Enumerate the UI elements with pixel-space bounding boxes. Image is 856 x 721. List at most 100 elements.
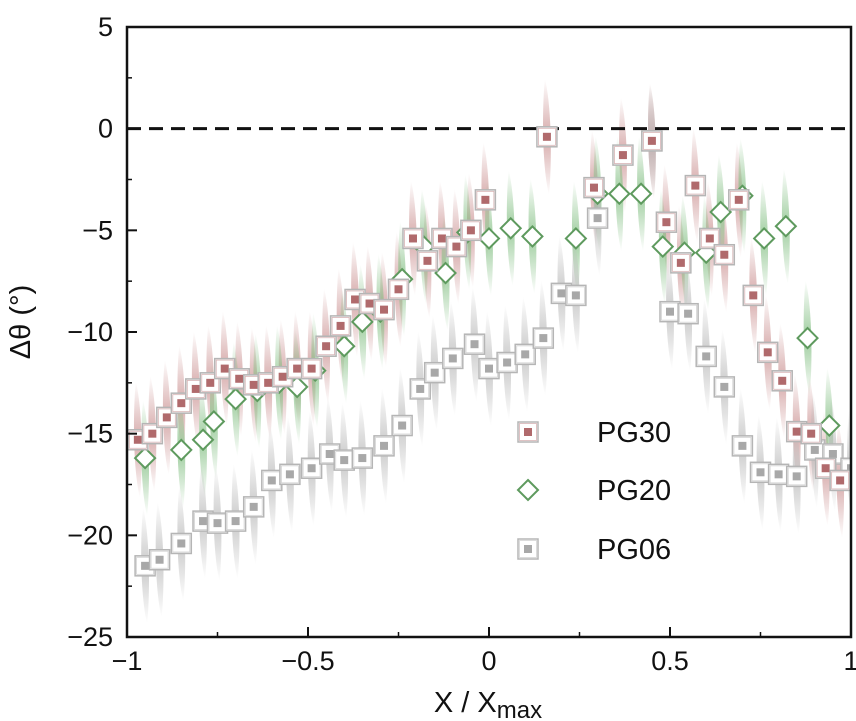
point-pg06: [300, 457, 323, 479]
legend-marker-pg30: [517, 421, 539, 443]
point-pg20: [651, 235, 675, 259]
point-pg30: [416, 250, 439, 272]
point-pg06: [713, 376, 736, 398]
point-pg30: [583, 176, 605, 199]
point-pg06: [695, 345, 717, 368]
point-pg20: [564, 227, 588, 250]
point-pg20: [191, 428, 215, 452]
point-pg06: [514, 343, 536, 366]
point-pg30: [684, 174, 707, 197]
point-pg30: [670, 252, 692, 274]
point-pg30: [141, 422, 164, 445]
legend-label-pg20: PG20: [597, 475, 671, 507]
point-pg06: [731, 435, 754, 457]
point-pg06: [423, 361, 446, 384]
y-axis-title: Δθ (°): [5, 285, 37, 359]
point-pg30: [771, 370, 793, 392]
point-pg30: [829, 469, 851, 492]
point-pg20: [774, 214, 798, 238]
point-pg30: [460, 219, 482, 242]
x-axis-title-subscript: max: [497, 697, 542, 721]
point-pg30: [402, 227, 424, 250]
point-pg20: [224, 387, 248, 411]
error-bands: [133, 78, 851, 624]
y-tick-label: −5: [82, 215, 113, 245]
y-tick-label: −15: [67, 419, 113, 449]
point-pg30: [329, 315, 352, 337]
point-pg06: [565, 284, 587, 307]
point-pg06: [373, 435, 395, 457]
x-tick-label: 1: [843, 646, 856, 676]
point-pg06: [586, 207, 609, 229]
y-tick-label: 0: [98, 114, 113, 144]
point-pg30: [536, 126, 558, 148]
point-pg06: [532, 327, 555, 349]
y-tick-label: −10: [67, 317, 113, 347]
point-pg06: [496, 351, 518, 374]
point-pg06: [391, 414, 413, 437]
point-pg30: [612, 144, 634, 166]
legend-label-pg06: PG06: [597, 534, 671, 566]
point-pg06: [170, 532, 193, 555]
y-tick-label: 5: [98, 12, 113, 42]
point-pg20: [752, 227, 776, 250]
point-pg20: [434, 261, 457, 285]
point-pg30: [474, 189, 497, 211]
x-tick-label: 0.5: [651, 646, 689, 676]
legend-marker-pg20: [516, 478, 540, 502]
point-pg06: [261, 469, 283, 492]
point-pg20: [202, 410, 226, 433]
point-pg06: [749, 461, 772, 484]
point-pg20: [817, 414, 841, 437]
point-pg20: [477, 227, 501, 250]
point-pg06: [224, 510, 247, 532]
point-pg06: [767, 463, 790, 486]
point-pg30: [641, 130, 663, 152]
point-pg06: [206, 512, 229, 534]
point-pg30: [800, 422, 822, 445]
legend-marker-pg06: [517, 538, 539, 560]
legend: PG30 PG20 PG06: [516, 417, 671, 566]
point-pg20: [607, 182, 631, 206]
point-pg30: [655, 211, 678, 233]
x-axis-title: X / Xmax: [434, 687, 542, 721]
point-pg06: [442, 347, 464, 370]
y-tick-label: −25: [67, 622, 113, 652]
x-tick-label: −1: [112, 646, 143, 676]
point-pg06: [409, 378, 431, 400]
point-pg30: [445, 235, 468, 258]
point-pg30: [756, 341, 779, 364]
point-pg06: [677, 302, 699, 325]
x-tick-label: 0: [481, 646, 496, 676]
point-pg20: [169, 438, 193, 462]
point-pg20: [332, 334, 356, 358]
point-pg30: [699, 227, 721, 250]
point-pg06: [279, 463, 301, 486]
point-pg20: [133, 446, 157, 470]
data-points: [127, 126, 851, 577]
point-pg06: [148, 548, 171, 571]
point-pg06: [333, 449, 355, 471]
point-pg20: [499, 216, 523, 240]
axis-ticks: −1 −0.5 0 0.5 1 5 0 −5 −10 −15 −20 −25: [67, 12, 856, 676]
point-pg20: [350, 310, 374, 334]
point-pg20: [521, 225, 544, 248]
point-pg20: [629, 182, 653, 206]
point-pg30: [315, 335, 337, 357]
point-pg30: [728, 189, 750, 211]
x-axis-title-main: X / X: [434, 687, 497, 719]
y-tick-label: −20: [67, 520, 113, 550]
point-pg06: [463, 333, 486, 355]
point-pg20: [796, 326, 819, 350]
point-pg06: [351, 447, 374, 469]
x-tick-label: −0.5: [281, 646, 334, 676]
point-pg06: [478, 357, 500, 380]
point-pg30: [713, 243, 736, 266]
point-pg06: [659, 300, 681, 323]
point-pg30: [387, 278, 410, 301]
point-pg30: [742, 284, 765, 307]
point-pg06: [242, 496, 265, 518]
point-pg06: [785, 465, 808, 488]
legend-label-pg30: PG30: [597, 417, 671, 449]
